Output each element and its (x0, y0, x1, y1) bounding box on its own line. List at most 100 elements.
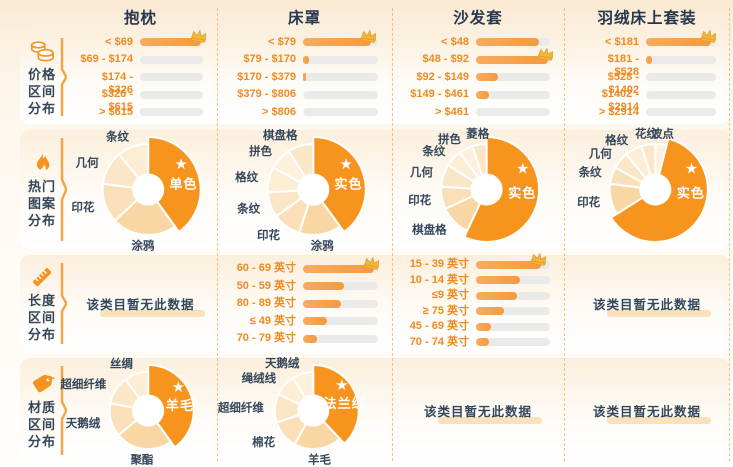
donut-slice-label: 棋盘格 (412, 222, 447, 236)
donut-main-label: 羊毛 (166, 398, 194, 413)
bar-fill (646, 55, 653, 64)
row-header-pattern: 热门 图案 分布 (20, 130, 64, 249)
bar-row: $48 - $92 (392, 51, 564, 69)
bar-track (140, 73, 203, 81)
bar-fill (476, 291, 517, 300)
bar-row: $528 - $1402 (564, 68, 730, 96)
bar-fill (303, 55, 309, 64)
bar-fill (140, 38, 202, 46)
bar-track (476, 322, 550, 331)
donut-slice-label: 印花 (257, 228, 280, 242)
donut-slice-label: 波点 (651, 126, 674, 140)
bar-row: $174 - $326 (64, 68, 217, 96)
bar-fill (303, 299, 341, 308)
column-header-down-bedding-set: 羽绒床上套装 (597, 10, 697, 27)
bar-fill (476, 338, 489, 347)
no-data-text: 该类目暂无此数据 (86, 294, 205, 317)
bar-track (303, 282, 378, 290)
bar-range-label: 60 - 69 英寸 (236, 262, 296, 274)
bar-range-label: $379 - $806 (237, 88, 296, 100)
bar-row: $1402 - $2914 (564, 86, 730, 113)
bar-row: < $69 (64, 33, 217, 51)
length-chart-down-bedding-set: 该类目暂无此数据 (564, 255, 730, 352)
bar-range-label: $48 - $92 (422, 53, 469, 65)
bar-track (476, 108, 550, 116)
bar-row: $92 - $149 (392, 68, 564, 86)
bar-fill (303, 282, 345, 290)
donut-main-label: 单色 (169, 176, 197, 191)
bar-row: < $79 (217, 33, 392, 51)
bar-range-label: $181 - $528 (607, 53, 639, 78)
bar-track (303, 73, 378, 81)
donut-main-label: 实色 (334, 176, 362, 191)
bar-row: ≤ 49 英寸 (217, 312, 392, 330)
bar-track (303, 38, 378, 46)
bar-fill (476, 90, 490, 99)
row-label-line: 分布 (27, 100, 56, 116)
star-icon: ★ (516, 161, 529, 178)
donut-main-label: 法兰绒 (324, 396, 366, 411)
bar-range-label: < $181 (605, 35, 639, 48)
bar-fill (303, 38, 371, 46)
bar-track (646, 38, 716, 46)
bar-fill (646, 38, 712, 46)
bar-range-label: ≤ 49 英寸 (249, 314, 296, 327)
donut-slice-label: 聚酯 (129, 453, 153, 467)
bar-fill (476, 276, 521, 285)
donut-slice-label: 拼色 (249, 144, 272, 158)
pattern-chart-sofa-cover: ★ 实色 棋盘格 印花 几何 条纹 拼色 菱格 (392, 127, 564, 249)
donut-hole (298, 395, 329, 426)
bar-range-label: $92 - $149 (416, 70, 469, 83)
star-icon: ★ (335, 377, 348, 394)
bar-row: $149 - $461 (392, 86, 564, 104)
bar-row: < $181 (564, 33, 730, 51)
bar-track (476, 260, 550, 269)
column-header-sofa-cover: 沙发套 (453, 10, 503, 27)
coins-icon (29, 38, 55, 64)
bar-track (140, 108, 203, 116)
bar-row: > $2914 (564, 103, 730, 121)
row-label-line: 区间 (27, 83, 56, 99)
no-data-message: 该类目暂无此数据 (392, 358, 564, 463)
donut-slice-label: 超细纤维 (59, 377, 106, 391)
bar-range-label: $528 - $1402 (607, 70, 639, 96)
donut-slice-label: 格纹 (235, 170, 258, 184)
bar-row: $170 - $379 (217, 68, 392, 86)
bar-track (476, 307, 550, 316)
bar-range-label: $1402 - $2914 (601, 88, 639, 113)
price-chart-throw-pillow: < $69 $69 - $174 $174 - $326 $326 - $615 > $61… (64, 29, 217, 124)
bar-row: $69 - $174 (64, 51, 217, 69)
donut-slice-label: 棉花 (252, 435, 275, 449)
row-header-price: 价格 区间 分布 (20, 30, 64, 124)
no-data-message: 该类目暂无此数据 (564, 358, 730, 463)
bar-row: < $48 (392, 33, 564, 51)
bar-row: 70 - 79 英寸 (217, 330, 392, 348)
bar-track (476, 276, 550, 285)
donut-hole (298, 174, 329, 205)
chevron-right-icon (57, 38, 67, 116)
star-icon: ★ (339, 156, 352, 173)
bar-row: > $461 (392, 103, 564, 121)
bar-range-label: > $461 (435, 105, 469, 118)
bar-range-label: $174 - $326 (101, 70, 133, 96)
row-label-line: 图案 (27, 196, 56, 211)
crown-icon (537, 46, 553, 61)
donut-slice-label: 印花 (577, 195, 600, 209)
length-chart-throw-pillow: 该类目暂无此数据 (64, 255, 217, 352)
donut-main-label: 实色 (508, 186, 536, 201)
bar-row: 10 - 14 英寸 (392, 273, 564, 289)
bar-fill (476, 307, 505, 316)
bar-row: 45 - 69 英寸 (392, 319, 564, 335)
bar-row: 60 - 69 英寸 (217, 260, 392, 278)
bar-range-label: > $2914 (598, 105, 639, 118)
donut-slice-label: 格纹 (605, 133, 628, 147)
bar-track (303, 264, 378, 273)
chevron-right-icon (57, 263, 67, 344)
donut-slice-label: 天鹅绒 (265, 356, 300, 370)
pattern-chart-throw-pillow: ★ 单色 涂鸦 印花 几何 条纹 (64, 129, 217, 253)
donut-main-label: 实色 (677, 186, 705, 201)
